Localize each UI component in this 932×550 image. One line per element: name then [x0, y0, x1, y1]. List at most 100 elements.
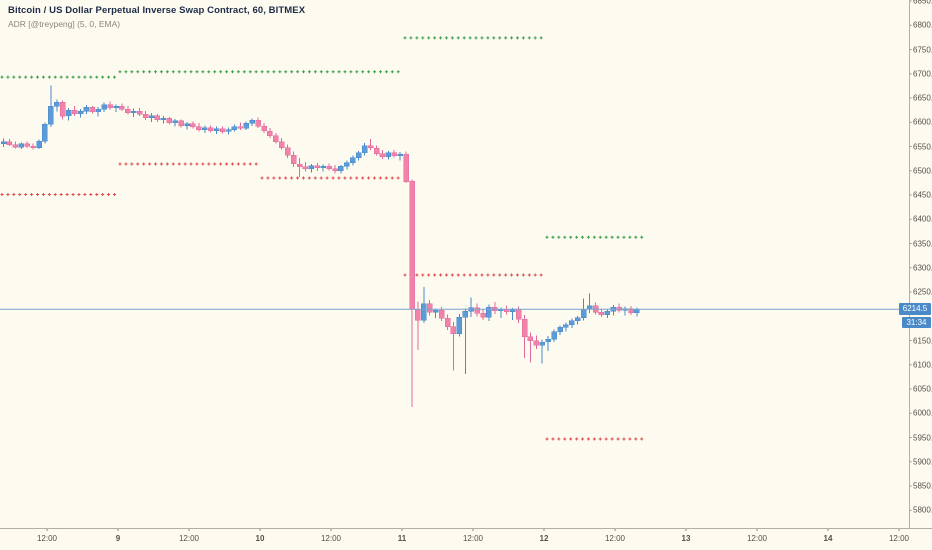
- time-axis-label: 12:00: [462, 534, 484, 543]
- up-candle: [456, 316, 463, 334]
- down-candle: [178, 120, 184, 126]
- bar-countdown-label: 31:34: [902, 317, 931, 328]
- down-candle: [598, 312, 605, 316]
- up-candle: [462, 311, 469, 318]
- up-candle: [308, 165, 315, 170]
- up-candle: [243, 122, 249, 129]
- up-candle: [574, 317, 581, 321]
- down-candle: [474, 307, 480, 314]
- down-candle: [373, 147, 380, 155]
- up-candle: [539, 341, 545, 346]
- up-candle: [249, 120, 255, 124]
- up-candle: [36, 140, 42, 148]
- symbol-title[interactable]: Bitcoin / US Dollar Perpetual Inverse Sw…: [8, 5, 306, 16]
- up-candle: [586, 305, 593, 310]
- down-candle: [166, 118, 173, 124]
- down-candle: [533, 340, 540, 346]
- down-candle: [6, 141, 13, 145]
- up-candle: [148, 115, 155, 119]
- price-axis-label: 6100.0: [913, 360, 932, 370]
- price-axis-label: 5850.0: [913, 481, 932, 491]
- down-candle: [391, 152, 397, 156]
- down-candle: [326, 166, 332, 170]
- last-price-value: 6214.5: [902, 304, 928, 313]
- price-axis-label: 6750.0: [913, 45, 932, 54]
- up-candle: [184, 123, 190, 126]
- down-candle: [290, 154, 297, 165]
- up-candle: [213, 128, 220, 131]
- up-candle: [202, 127, 208, 130]
- down-candle: [24, 143, 30, 147]
- down-candle: [12, 144, 19, 148]
- down-candle: [527, 336, 534, 341]
- adr-high-marker-row: [0, 75, 116, 79]
- time-axis-label: 12: [539, 534, 549, 543]
- up-candle: [18, 143, 25, 148]
- up-candle: [338, 166, 344, 172]
- adr-high-marker-row: [118, 70, 400, 74]
- down-candle: [190, 123, 196, 127]
- up-candle: [486, 306, 492, 318]
- price-axis-label: 5800.0: [913, 505, 932, 515]
- down-candle: [219, 128, 226, 132]
- up-candle: [385, 152, 392, 157]
- candle-series: [0, 85, 640, 407]
- price-axis-label: 6050.0: [913, 384, 932, 394]
- up-candle: [361, 145, 368, 154]
- down-candle: [515, 309, 522, 320]
- down-candle: [207, 127, 214, 131]
- time-axis-label: 12:00: [604, 534, 626, 543]
- down-candle: [278, 141, 285, 148]
- price-axis-label: 6600.0: [913, 117, 932, 127]
- down-candle: [284, 147, 291, 156]
- down-candle: [444, 317, 451, 328]
- adr-low-marker-row: [260, 176, 400, 180]
- adr-high-marker-row: [545, 235, 644, 239]
- up-candle: [65, 109, 72, 117]
- price-axis-label: 6800.0: [913, 20, 932, 30]
- price-axis-label: 5950.0: [913, 433, 932, 442]
- time-axis-label: 11: [397, 534, 407, 543]
- up-candle: [569, 320, 575, 325]
- up-candle: [42, 123, 48, 142]
- down-candle: [273, 135, 279, 142]
- down-candle: [438, 310, 445, 319]
- adr-low-marker-row: [545, 437, 644, 441]
- down-candle: [367, 145, 374, 149]
- down-candle: [426, 303, 433, 313]
- adr-high-marker-row: [403, 36, 543, 40]
- up-candle: [83, 106, 90, 112]
- time-axis-label: 9: [115, 534, 121, 543]
- down-candle: [261, 125, 267, 132]
- up-candle: [160, 118, 167, 121]
- down-candle: [107, 104, 113, 108]
- down-candle: [450, 326, 457, 334]
- time-axis-label: 12:00: [178, 534, 200, 543]
- down-candle: [136, 110, 143, 115]
- price-axis-label: 6550.0: [913, 142, 932, 151]
- up-candle: [101, 104, 107, 110]
- price-axis[interactable]: 6850.0 6800.0 6750.0 6700.0 6650.0 6600.0 6550…: [909, 0, 932, 528]
- price-axis-label: 5900.0: [913, 457, 932, 467]
- up-candle: [563, 324, 569, 328]
- down-candle: [409, 181, 415, 310]
- indicator-title[interactable]: ADR [@treypeng] (5, 0, EMA): [8, 18, 121, 29]
- down-candle: [255, 120, 261, 127]
- down-candle: [314, 165, 321, 169]
- price-axis-label: 6500.0: [913, 166, 932, 176]
- up-candle: [355, 152, 362, 158]
- down-candle: [89, 106, 96, 112]
- up-candle: [231, 126, 238, 130]
- down-candle: [30, 145, 36, 148]
- up-candle: [421, 303, 427, 321]
- down-candle: [71, 109, 78, 114]
- down-candle: [521, 318, 528, 337]
- axis-ticks: [46, 0, 912, 531]
- up-candle: [634, 308, 640, 314]
- adr-low-marker-row: [0, 193, 116, 197]
- time-axis[interactable]: 12:00 9 12:00 10 12:00 11 12:00 12 12:00 13 12:00 1…: [0, 528, 932, 550]
- time-axis-label: 12:00: [36, 534, 58, 543]
- price-axis-label: 6650.0: [913, 93, 932, 103]
